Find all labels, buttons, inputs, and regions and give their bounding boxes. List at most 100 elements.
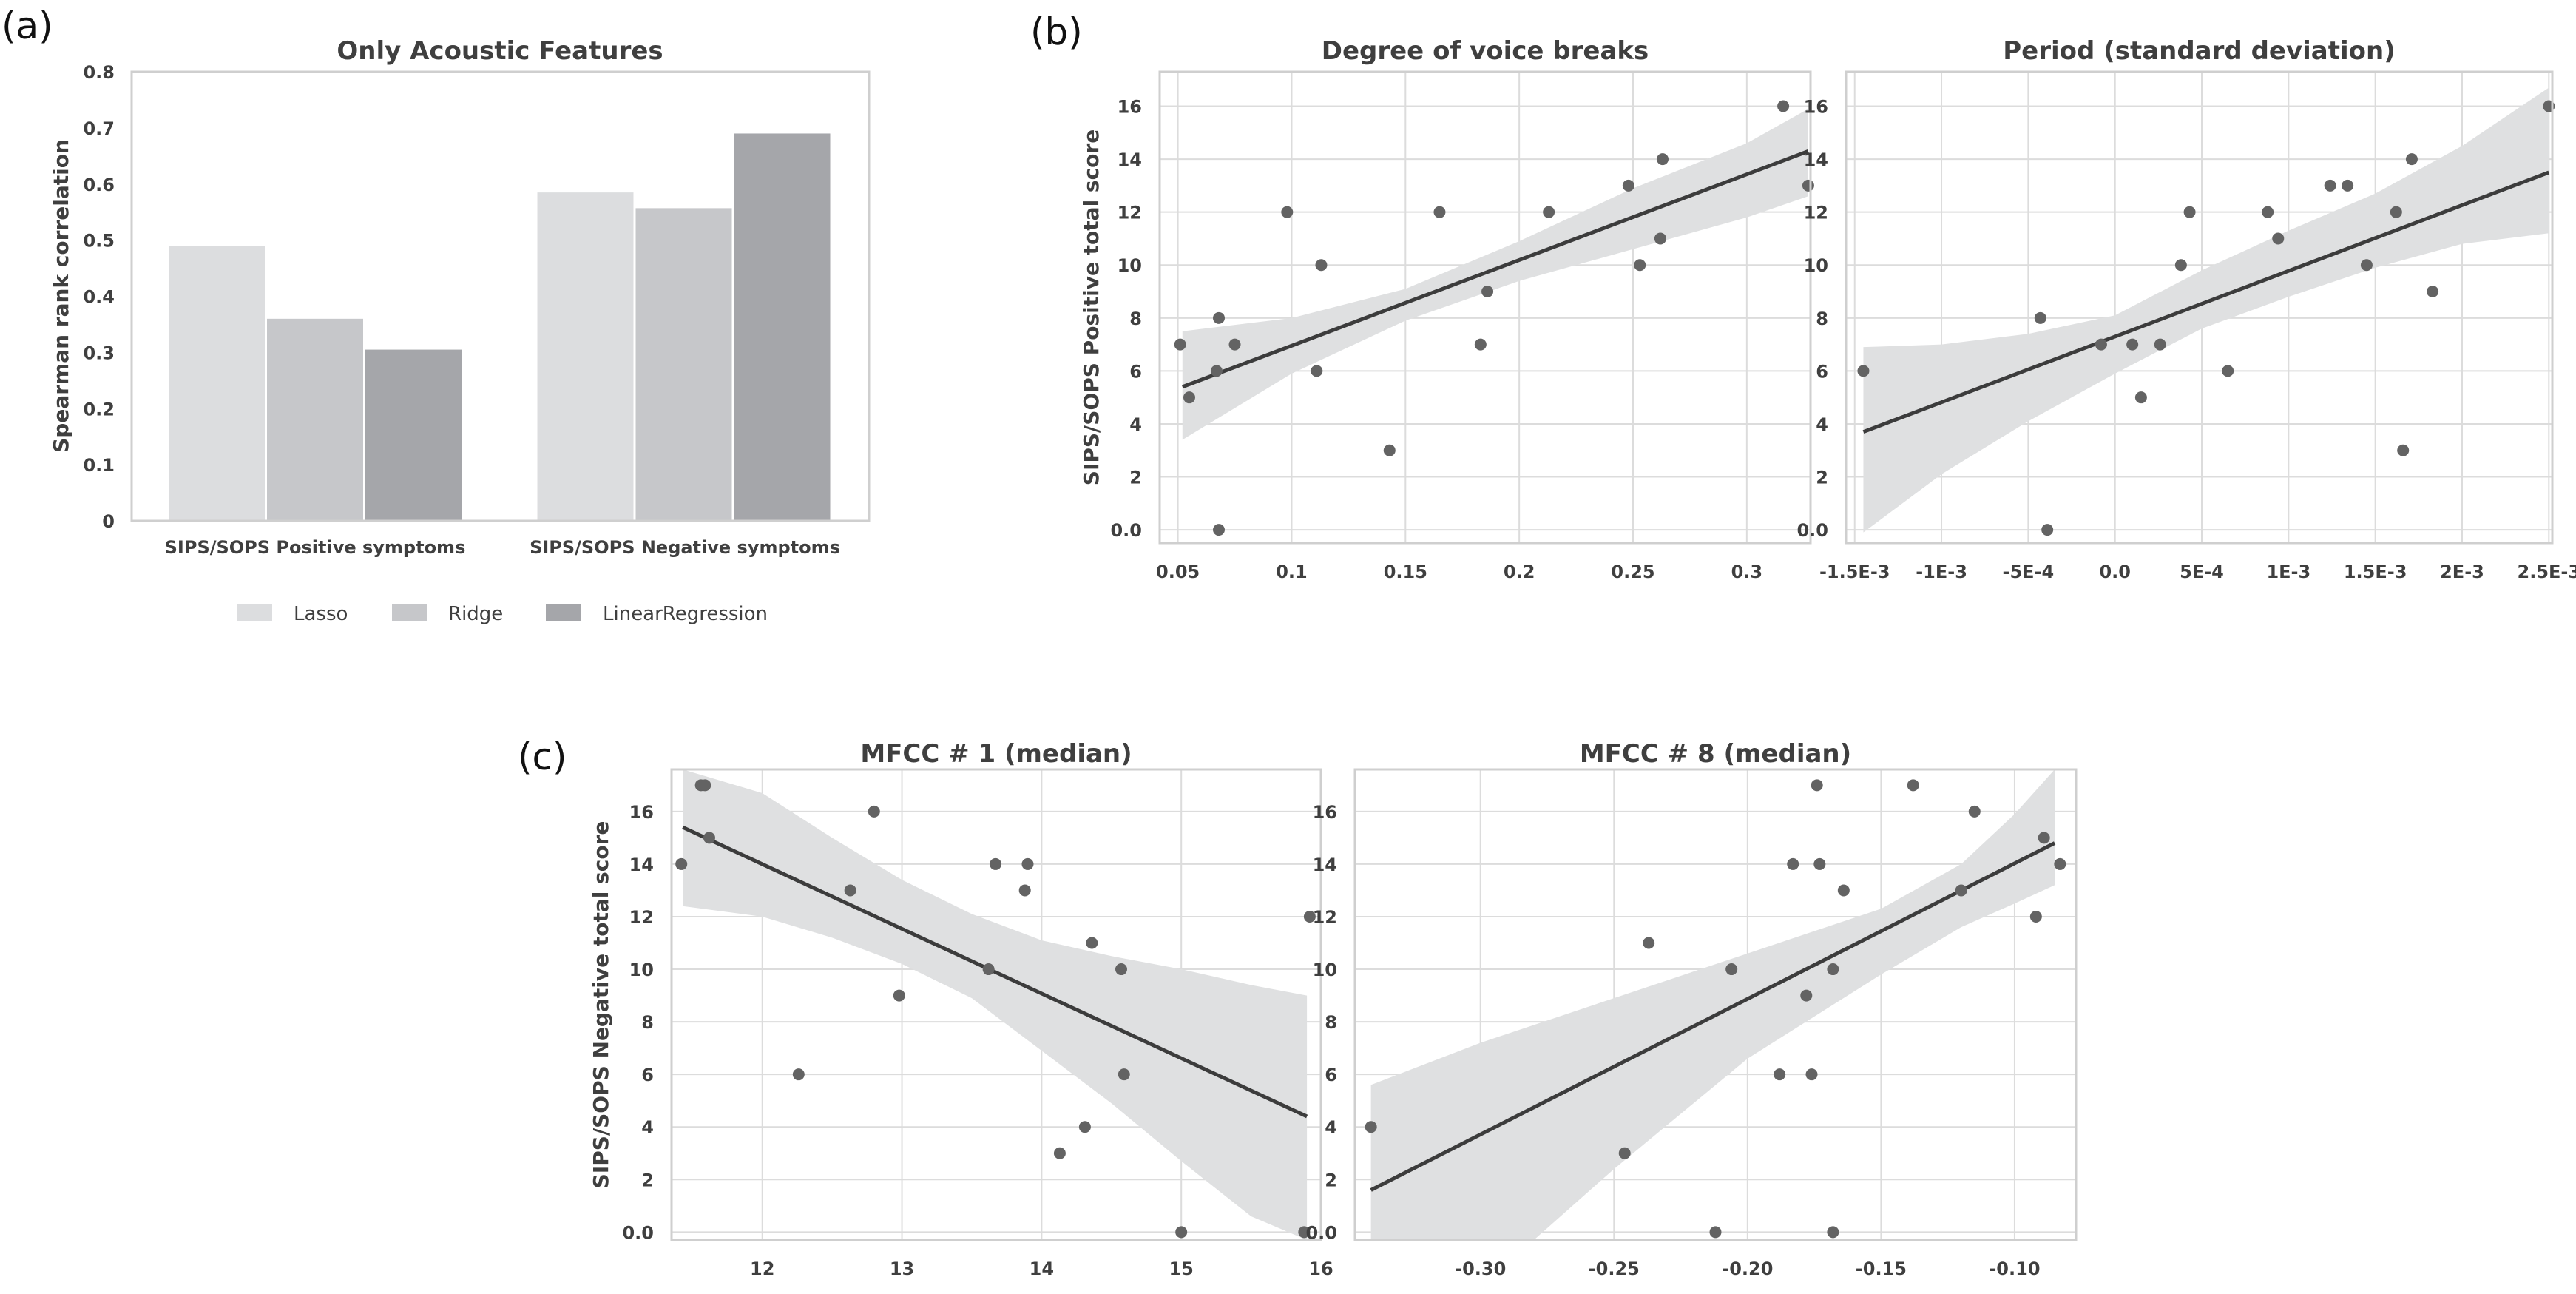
x-tick-label: 0.25 [1611,562,1654,582]
x-tick-label: 1.5E-3 [2344,562,2407,582]
x-tick-label: 0.3 [1731,562,1763,582]
y-tick-label: 0.8 [83,62,115,83]
y-tick-label: 8 [1129,309,1142,329]
scatter-mfcc8: -0.30 -0.25 -0.20 -0.15 -0.10 0.0 2 4 6 8 10 12 14 16… [1305,739,2078,1279]
y-tick-label: 0.5 [83,231,115,252]
y-tick-label: 10 [1804,255,1828,276]
data-point [1315,259,1328,272]
data-point [844,884,856,897]
data-point [1115,963,1127,976]
y-tick-label: 0.3 [83,343,115,363]
data-point [1175,1226,1188,1239]
data-point [1622,179,1634,192]
data-point [2126,338,2139,351]
x-tick-label: 5E-4 [2180,562,2224,582]
data-point [2174,259,2187,272]
y-tick-label: 14 [1804,149,1828,170]
regression-line [1370,841,2056,1192]
category-label-positive: SIPS/SOPS Positive symptoms [165,537,466,558]
confidence-band [683,769,1308,1240]
y-tick-label: 16 [1313,802,1337,823]
x-tick-label: -1.5E-3 [1819,562,1890,582]
panel-label-c: (c) [518,735,567,778]
y-tick-label: 4 [641,1117,654,1138]
legend-label-linreg: LinearRegression [603,603,768,625]
plot-title: MFCC # 8 (median) [1580,739,1851,769]
data-point [1774,1068,1786,1081]
y-tick-label: 14 [1313,855,1337,875]
y-axis-label: SIPS/SOPS Positive total score [1079,129,1103,485]
plot-title: MFCC # 1 (median) [860,739,1132,769]
bar-legend: Lasso Ridge LinearRegression [237,603,768,625]
plot-frame [1353,768,2078,1241]
y-tick-label: 16 [1118,97,1142,118]
data-point [893,989,905,1002]
x-tick-label: -0.15 [1856,1258,1907,1279]
bar-plot-frame [130,70,871,522]
panel-label-b: (b) [1030,10,1083,53]
data-point [2390,206,2402,218]
y-tick-label: 0.0 [1796,520,1828,541]
data-point [2405,153,2418,166]
data-point [2029,910,2042,923]
y-tick-label: 12 [1118,203,1142,223]
data-point [1018,884,1031,897]
data-point [1298,1226,1311,1239]
data-point [1657,153,1669,166]
plot-frame [1158,70,1812,545]
x-tick-label: 2E-3 [2440,562,2484,582]
data-point [1481,286,1494,298]
x-tick-label: -1E-3 [1916,562,1967,582]
x-tick-label: 14 [1030,1258,1054,1279]
x-tick-label: 0.2 [1504,562,1535,582]
legend-label-ridge: Ridge [448,603,503,625]
y-tick-label: 0.0 [1110,520,1142,541]
x-tick-label: 15 [1169,1258,1193,1279]
scatter-mfcc1: 12 13 14 15 16 0.0 2 4 6 8 10 12 14 16 MFCC # 1 (media… [589,739,1333,1279]
x-tick-label: -0.10 [1989,1258,2040,1279]
x-tick-label: 0.05 [1156,562,1200,582]
y-tick-label: 2 [641,1170,654,1190]
data-point [2272,232,2285,245]
data-point [1837,884,1850,897]
x-tick-label: -0.25 [1589,1258,1640,1279]
category-label-negative: SIPS/SOPS Negative symptoms [530,537,840,558]
x-tick-label: 1E-3 [2266,562,2310,582]
bar-chart-title: Only Acoustic Features [337,36,663,66]
bar-ridge-positive [267,318,363,521]
y-tick-label: 4 [1816,414,1828,435]
y-tick-label: 10 [629,960,654,980]
data-point [1210,365,1223,377]
x-tick-label: 0.1 [1276,562,1308,582]
x-tick-label: 12 [750,1258,774,1279]
data-point [1777,100,1790,112]
bar-linearregression-positive [365,349,462,521]
plot-title: Degree of voice breaks [1322,36,1649,66]
data-point [1474,338,1487,351]
regression-line [1862,170,2550,434]
y-tick-label: 16 [629,802,654,823]
data-point [703,832,715,844]
y-tick-label: 2 [1129,468,1142,488]
data-point [1827,1226,1839,1239]
data-point [1802,179,1814,192]
data-point [1303,910,1316,923]
x-tick-label: 2.5E-3 [2518,562,2576,582]
y-tick-label: 0.0 [1305,1222,1337,1243]
y-tick-label: 8 [641,1012,654,1033]
bar-ridge-negative [635,208,732,521]
scatter-voice-breaks: 0.05 0.1 0.15 0.2 0.25 0.3 0.0 2 4 6 8 10 12 14 16 Degr… [1079,36,1814,582]
data-point [868,805,880,818]
data-point [990,857,1002,870]
data-point [2324,179,2336,192]
y-tick-label: 6 [1325,1065,1337,1085]
data-point [2134,391,2147,404]
data-point [699,779,711,792]
data-point [1907,779,1919,792]
data-point [1800,989,1813,1002]
data-point [1709,1226,1722,1239]
scatter-period-sd: -1.5E-3 -1E-3 -5E-4 0.0 5E-4 1E-3 1.5E-3 2E-3 2.… [1796,36,2576,582]
plot-title: Period (standard deviation) [2003,36,2396,66]
plot-frame [1845,70,2554,545]
